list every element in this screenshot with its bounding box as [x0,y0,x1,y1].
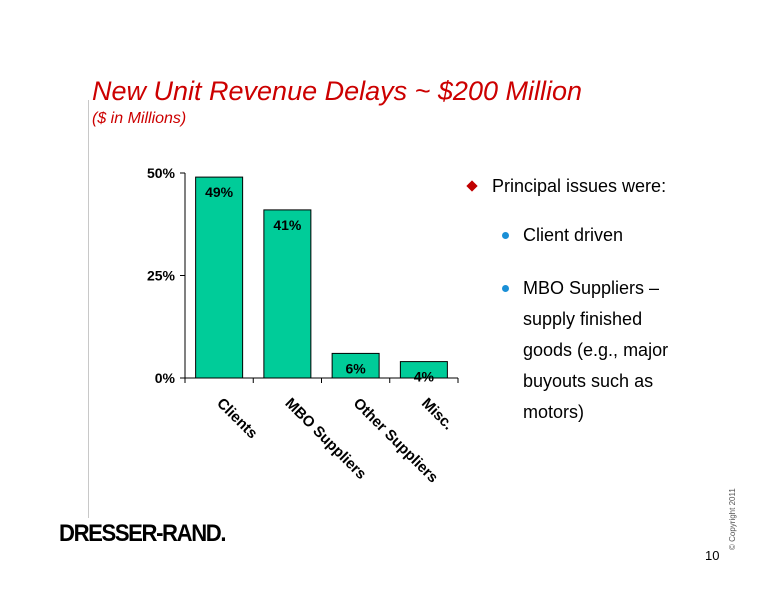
sub-bullet-line: goods (e.g., major [523,340,669,360]
bar-mbo-suppliers [263,209,312,379]
copyright-notice: © Copyright 2011 [728,488,737,550]
sub-bullet-line: supply finished [523,309,643,329]
page-number: 10 [705,548,720,563]
sub-bullet-text: Client driven [523,225,624,245]
sub-bullet-client: Client driven [466,220,726,251]
y-tick-label: 0% [155,370,176,386]
sub-bullet-line: MBO Suppliers – [523,278,660,298]
issues-bullet-list: Principal issues were: Client driven MBO… [466,168,726,428]
y-tick-label: 50% [147,165,176,181]
bar-data-label: 4% [414,369,435,385]
bar-data-label: 49% [205,184,234,200]
slide-title: New Unit Revenue Delays ~ $200 Million [92,76,582,106]
bar-clients [195,176,244,379]
y-tick-label: 25% [147,268,176,284]
bar-data-label: 41% [273,217,302,233]
sub-bullet-line: motors) [523,402,585,422]
bar-other-suppliers [331,352,380,379]
x-category-label: Misc. [418,395,457,434]
main-bullet-text: Principal issues were: [492,176,667,196]
sub-bullet-mbo: MBO Suppliers – supply finished goods (e… [466,273,726,428]
dresser-rand-logo: DRESSER-RAND. [59,520,226,547]
main-bullet: Principal issues were: [466,168,726,204]
left-divider-line [88,100,89,518]
bar-data-label: 6% [346,360,367,376]
bar-misc- [399,361,448,379]
dot-bullet-icon [502,232,509,239]
sub-bullet-line: buyouts such as [523,371,654,391]
dot-bullet-icon [502,285,509,292]
slide-subtitle: ($ in Millions) [92,110,187,127]
x-category-label: Clients [213,395,260,442]
diamond-bullet-icon [466,180,478,192]
